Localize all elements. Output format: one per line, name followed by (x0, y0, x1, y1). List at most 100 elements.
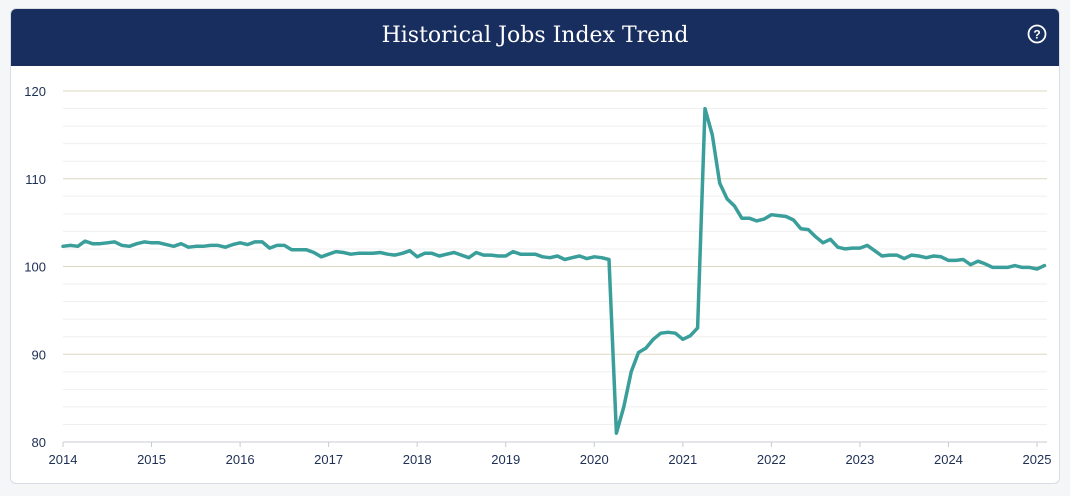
data-point[interactable] (280, 241, 288, 249)
data-point[interactable] (797, 225, 805, 233)
data-point[interactable] (893, 251, 901, 259)
data-point[interactable] (199, 242, 207, 250)
data-point[interactable] (170, 242, 178, 250)
data-point[interactable] (251, 238, 259, 246)
data-point[interactable] (885, 251, 893, 259)
data-point[interactable] (516, 250, 524, 258)
data-point[interactable] (598, 254, 606, 262)
data-point[interactable] (494, 252, 502, 260)
data-point[interactable] (841, 245, 849, 253)
data-point[interactable] (937, 253, 945, 261)
data-point[interactable] (1018, 263, 1026, 271)
data-point[interactable] (657, 329, 665, 337)
data-point[interactable] (229, 241, 237, 249)
data-point[interactable] (457, 251, 465, 259)
data-point[interactable] (273, 241, 281, 249)
data-point[interactable] (871, 247, 879, 255)
data-point[interactable] (531, 250, 539, 258)
data-point[interactable] (900, 255, 908, 263)
data-point[interactable] (959, 255, 967, 263)
data-point[interactable] (863, 241, 871, 249)
data-point[interactable] (760, 215, 768, 223)
data-point[interactable] (406, 247, 414, 255)
data-point[interactable] (620, 403, 628, 411)
data-point[interactable] (967, 261, 975, 269)
data-point[interactable] (819, 239, 827, 247)
data-point[interactable] (398, 249, 406, 257)
data-point[interactable] (878, 252, 886, 260)
data-point[interactable] (767, 211, 775, 219)
data-point[interactable] (922, 254, 930, 262)
data-point[interactable] (295, 246, 303, 254)
data-point[interactable] (443, 250, 451, 258)
data-point[interactable] (701, 105, 709, 113)
data-point[interactable] (694, 324, 702, 332)
data-point[interactable] (384, 250, 392, 258)
data-point[interactable] (583, 255, 591, 263)
data-point[interactable] (738, 214, 746, 222)
data-point[interactable] (989, 263, 997, 271)
data-point[interactable] (236, 239, 244, 247)
data-point[interactable] (671, 329, 679, 337)
data-point[interactable] (1033, 265, 1041, 273)
data-point[interactable] (243, 241, 251, 249)
data-point[interactable] (804, 226, 812, 234)
data-point[interactable] (66, 241, 74, 249)
data-point[interactable] (753, 217, 761, 225)
data-point[interactable] (782, 212, 790, 220)
data-point[interactable] (347, 250, 355, 258)
data-point[interactable] (391, 251, 399, 259)
data-point[interactable] (723, 195, 731, 203)
data-point[interactable] (480, 251, 488, 259)
data-point[interactable] (775, 212, 783, 220)
data-point[interactable] (266, 244, 274, 252)
data-point[interactable] (258, 238, 266, 246)
data-point[interactable] (605, 255, 613, 263)
data-point[interactable] (221, 243, 229, 251)
data-point[interactable] (561, 255, 569, 263)
data-point[interactable] (826, 235, 834, 243)
data-point[interactable] (472, 248, 480, 256)
data-point[interactable] (568, 254, 576, 262)
data-point[interactable] (103, 239, 111, 247)
series-line[interactable] (61, 106, 1047, 435)
data-point[interactable] (849, 244, 857, 252)
data-point[interactable] (118, 241, 126, 249)
data-point[interactable] (74, 242, 82, 250)
data-point[interactable] (288, 246, 296, 254)
data-point[interactable] (745, 214, 753, 222)
data-point[interactable] (590, 253, 598, 261)
data-point[interactable] (450, 248, 458, 256)
data-point[interactable] (981, 260, 989, 268)
data-point[interactable] (59, 242, 67, 250)
data-point[interactable] (502, 252, 510, 260)
question-circle-icon[interactable]: ? (1027, 24, 1047, 44)
data-point[interactable] (465, 254, 473, 262)
data-point[interactable] (553, 252, 561, 260)
data-point[interactable] (834, 243, 842, 251)
data-point[interactable] (649, 335, 657, 343)
data-point[interactable] (930, 252, 938, 260)
data-point[interactable] (1011, 262, 1019, 270)
data-point[interactable] (125, 242, 133, 250)
data-point[interactable] (952, 256, 960, 264)
data-point[interactable] (162, 241, 170, 249)
data-point[interactable] (376, 248, 384, 256)
data-point[interactable] (716, 179, 724, 187)
data-point[interactable] (413, 253, 421, 261)
data-point[interactable] (317, 253, 325, 261)
data-point[interactable] (856, 244, 864, 252)
data-point[interactable] (140, 238, 148, 246)
data-point[interactable] (790, 216, 798, 224)
data-point[interactable] (96, 240, 104, 248)
data-point[interactable] (192, 242, 200, 250)
data-point[interactable] (133, 240, 141, 248)
data-point[interactable] (686, 332, 694, 340)
data-point[interactable] (576, 252, 584, 260)
data-point[interactable] (310, 248, 318, 256)
data-point[interactable] (155, 239, 163, 247)
data-point[interactable] (915, 252, 923, 260)
data-point[interactable] (524, 250, 532, 258)
data-point[interactable] (339, 248, 347, 256)
data-point[interactable] (354, 249, 362, 257)
